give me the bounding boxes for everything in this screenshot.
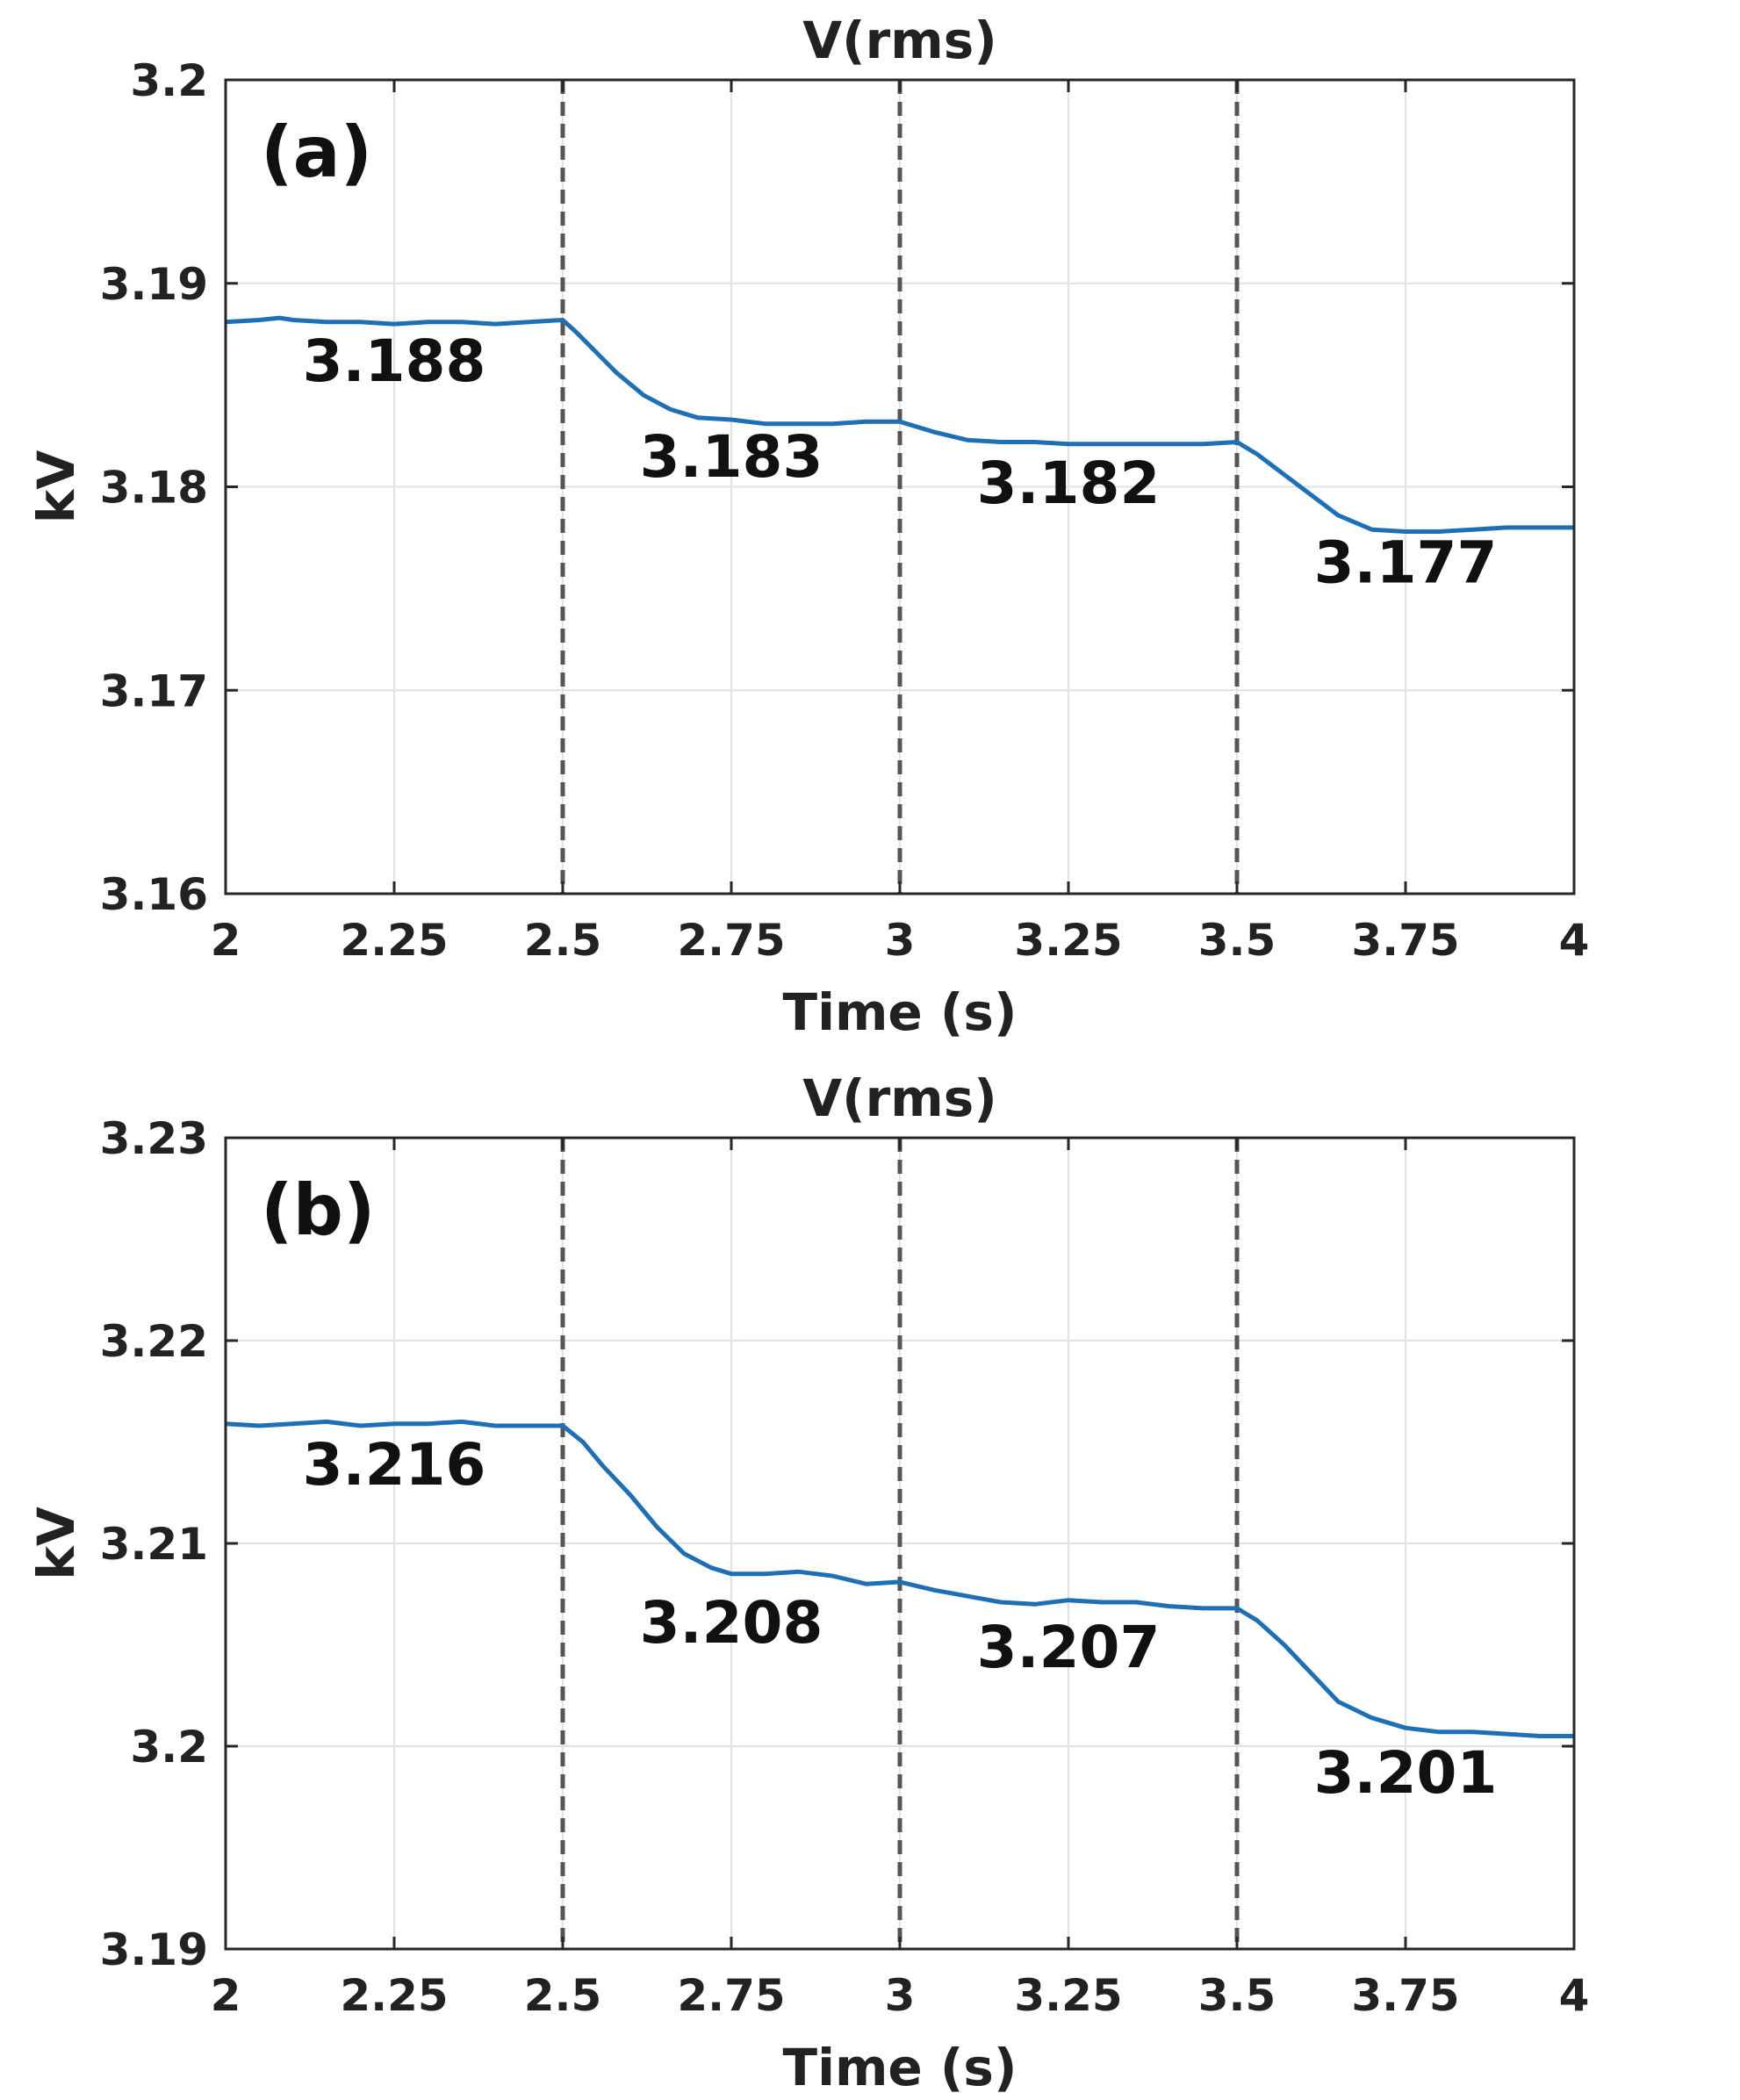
chart-title: V(rms) bbox=[802, 11, 996, 70]
panel-label: (a) bbox=[261, 111, 372, 193]
value-annotation: 3.177 bbox=[1314, 529, 1498, 596]
y-tick-label: 3.16 bbox=[100, 869, 208, 920]
x-tick-label: 2.25 bbox=[340, 915, 448, 966]
x-tick-label: 3.75 bbox=[1351, 1970, 1459, 2021]
value-annotation: 3.201 bbox=[1314, 1739, 1498, 1807]
x-tick-label: 2.5 bbox=[524, 915, 602, 966]
series-line bbox=[225, 315, 1574, 534]
y-tick-label: 3.2 bbox=[130, 55, 208, 106]
value-annotation: 3.182 bbox=[977, 449, 1161, 517]
value-annotation: 3.207 bbox=[977, 1614, 1161, 1681]
y-tick-label: 3.17 bbox=[100, 665, 208, 716]
x-tick-label: 2.5 bbox=[524, 1970, 602, 2021]
y-tick-label: 3.23 bbox=[100, 1113, 208, 1164]
chart-panel-b: 2 2.25 2.5 2.75 3 3.25 3.5 3.75 4 3.19 3.2 3.21 3.22… bbox=[26, 1068, 1589, 2097]
value-annotation: 3.216 bbox=[303, 1431, 486, 1499]
x-tick-label: 3 bbox=[885, 915, 916, 966]
y-tick-label: 3.22 bbox=[100, 1316, 208, 1367]
x-tick-label: 4 bbox=[1559, 915, 1590, 966]
x-tick-label: 3.75 bbox=[1351, 915, 1459, 966]
y-tick-label: 3.19 bbox=[100, 259, 208, 310]
series-line bbox=[225, 1419, 1574, 1738]
x-tick-label: 2.25 bbox=[340, 1970, 448, 2021]
y-tick-label: 3.21 bbox=[100, 1519, 208, 1570]
x-tick-label: 2.75 bbox=[677, 915, 785, 966]
y-axis-label: kV bbox=[26, 450, 86, 524]
value-annotation: 3.188 bbox=[303, 327, 486, 395]
x-tick-label: 3.25 bbox=[1014, 1970, 1122, 2021]
value-annotation: 3.183 bbox=[640, 423, 823, 491]
chart-title: V(rms) bbox=[802, 1068, 996, 1128]
chart-panel-a: 2 2.25 2.5 2.75 3 3.25 3.5 3.75 4 3.16 3.17 3.18 3.1… bbox=[26, 11, 1589, 1042]
x-tick-label: 3 bbox=[885, 1970, 916, 2021]
y-tick-label: 3.18 bbox=[100, 463, 208, 514]
x-tick-label: 4 bbox=[1559, 1970, 1590, 2021]
y-axis-label: kV bbox=[26, 1507, 86, 1580]
value-annotation: 3.208 bbox=[640, 1589, 823, 1657]
x-tick-label: 2 bbox=[211, 1970, 241, 2021]
x-tick-label: 2 bbox=[211, 915, 241, 966]
y-tick-label: 3.2 bbox=[130, 1722, 208, 1773]
x-tick-label: 2.75 bbox=[677, 1970, 785, 2021]
y-tick-label: 3.19 bbox=[100, 1924, 208, 1975]
x-tick-label: 3.5 bbox=[1198, 915, 1276, 966]
x-tick-label: 3.5 bbox=[1198, 1970, 1276, 2021]
x-axis-label: Time (s) bbox=[783, 2038, 1017, 2097]
x-tick-label: 3.25 bbox=[1014, 915, 1122, 966]
x-axis-label: Time (s) bbox=[783, 982, 1017, 1042]
panel-label: (b) bbox=[261, 1169, 375, 1251]
